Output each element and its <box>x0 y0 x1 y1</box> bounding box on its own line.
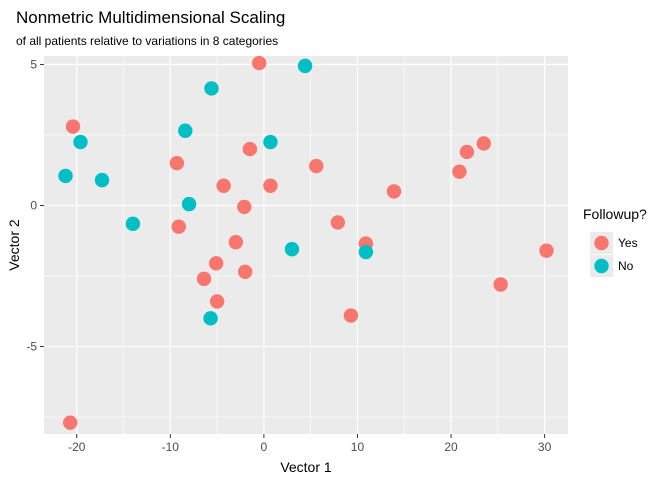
plot-panel <box>44 56 568 434</box>
data-point-yes <box>228 234 244 250</box>
data-point-yes <box>343 308 359 323</box>
legend-key-yes <box>594 235 609 251</box>
data-point-yes <box>216 178 231 193</box>
x-tick-label: 20 <box>444 440 458 454</box>
chart-subtitle: of all patients relative to variations i… <box>16 34 279 48</box>
legend-label-yes: Yes <box>618 236 638 250</box>
chart-title: Nonmetric Multidimensional Scaling <box>16 8 286 27</box>
data-point-yes <box>237 264 253 279</box>
data-points <box>58 55 554 430</box>
data-point-yes <box>169 155 185 171</box>
axis-ticks <box>40 63 546 438</box>
data-point-yes <box>263 178 278 193</box>
legend-label-no: No <box>618 259 634 273</box>
data-point-no <box>73 134 88 150</box>
data-point-yes <box>208 256 224 271</box>
data-point-no <box>181 196 197 212</box>
y-tick-label: 5 <box>30 57 37 71</box>
x-tick-label: -10 <box>162 440 180 454</box>
data-point-yes <box>62 415 78 430</box>
data-point-yes <box>171 219 186 234</box>
data-point-yes <box>65 119 81 134</box>
data-point-yes <box>452 164 467 179</box>
x-axis-title: Vector 1 <box>280 459 332 475</box>
data-point-yes <box>539 243 554 258</box>
data-point-yes <box>237 199 252 215</box>
legend-key-no <box>594 258 609 274</box>
data-point-yes <box>252 55 267 71</box>
data-point-no <box>94 172 110 188</box>
legend-title: Followup? <box>583 206 647 222</box>
data-point-yes <box>459 144 475 160</box>
data-point-yes <box>309 158 324 174</box>
y-tick-label: -5 <box>26 340 37 354</box>
data-point-yes <box>330 215 346 230</box>
x-tick-label: 30 <box>538 440 552 454</box>
data-point-no <box>263 134 278 150</box>
y-tick-label: 0 <box>30 199 37 213</box>
legend: Followup? Yes No <box>583 206 647 277</box>
data-point-yes <box>196 271 212 287</box>
data-point-yes <box>476 136 491 151</box>
data-point-yes <box>386 184 402 199</box>
x-tick-label: 0 <box>261 440 268 454</box>
data-point-yes <box>209 294 225 309</box>
x-tick-label: 10 <box>351 440 365 454</box>
data-point-yes <box>493 277 508 292</box>
y-axis-title: Vector 2 <box>6 219 22 271</box>
data-point-no <box>204 81 219 96</box>
data-point-yes <box>242 141 258 157</box>
major-gridlines <box>44 56 568 434</box>
axis-tick-labels: -20 -10 0 10 20 30 -5 0 5 <box>26 57 551 454</box>
data-point-no <box>358 244 374 260</box>
legend-entries: Yes No <box>590 232 638 277</box>
minor-gridlines <box>44 56 568 434</box>
data-point-no <box>284 242 300 257</box>
data-point-no <box>178 123 193 138</box>
data-point-no <box>125 216 141 232</box>
data-point-no <box>58 168 73 184</box>
x-tick-label: -20 <box>68 440 86 454</box>
data-point-no <box>297 58 313 74</box>
data-point-no <box>203 311 218 326</box>
